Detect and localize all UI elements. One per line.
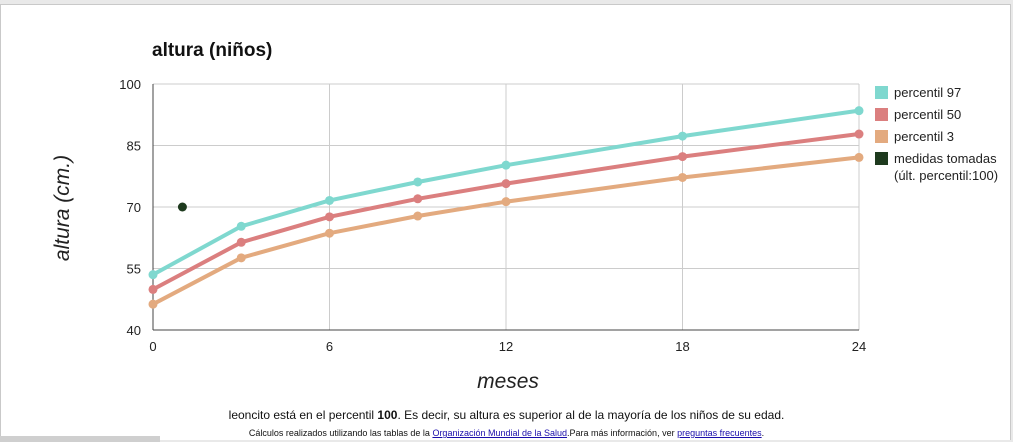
chart-title: altura (niños) [152, 40, 273, 61]
x-tick-label: 6 [326, 339, 333, 354]
source-note: Cálculos realizados utilizando las tabla… [0, 428, 1013, 438]
data-point [678, 152, 687, 162]
legend-label: percentil 50 [894, 107, 962, 122]
data-point [236, 253, 246, 263]
y-tick-label: 40 [127, 323, 141, 338]
data-point [413, 194, 423, 204]
data-point [678, 131, 687, 141]
data-point [501, 197, 511, 207]
data-point [148, 299, 158, 309]
data-point [678, 172, 687, 182]
y-tick-label: 85 [127, 139, 141, 154]
data-point [854, 106, 864, 116]
data-point [325, 228, 334, 238]
x-tick-label: 0 [149, 339, 156, 354]
faq-link[interactable]: preguntas frecuentes [677, 428, 762, 438]
percentile-value: 100 [377, 408, 398, 422]
legend-label: percentil 97 [894, 85, 962, 100]
legend-swatch [875, 152, 888, 165]
data-point [854, 152, 864, 162]
legend-swatch [875, 108, 888, 121]
y-tick-label: 100 [119, 77, 141, 92]
legend-label: medidas tomadas (últ. percentil:100) [894, 151, 999, 183]
y-tick-label: 70 [127, 200, 141, 215]
data-point [148, 270, 158, 280]
x-axis-label: meses [477, 370, 539, 393]
y-tick-label: 55 [127, 262, 141, 277]
legend-swatch [875, 86, 888, 99]
data-point [501, 160, 511, 170]
legend-item: percentil 97 [875, 84, 1005, 101]
data-point [236, 237, 246, 247]
legend-item: percentil 50 [875, 106, 1005, 123]
source-text-mid: .Para más información, ver [567, 428, 678, 438]
x-tick-label: 12 [499, 339, 513, 354]
data-point [501, 179, 511, 189]
percentile-summary: leoncito está en el percentil 100. Es de… [0, 408, 1013, 422]
data-point [325, 212, 334, 222]
data-point [236, 221, 246, 231]
legend-label: percentil 3 [894, 129, 954, 144]
data-point [413, 177, 423, 187]
measurement-point [177, 202, 187, 212]
who-link[interactable]: Organización Mundial de la Salud [432, 428, 568, 438]
panel-tab [0, 436, 160, 442]
chart-legend: percentil 97 percentil 50 percentil 3 medid… [875, 84, 1005, 189]
legend-item: percentil 3 [875, 128, 1005, 145]
summary-text-start: leoncito está en el percentil [228, 408, 378, 422]
x-tick-label: 24 [852, 339, 866, 354]
data-point [148, 284, 158, 294]
data-point [854, 129, 864, 139]
source-text-start: Cálculos realizados utilizando las tabla… [248, 428, 433, 438]
x-tick-label: 18 [675, 339, 689, 354]
legend-item: medidas tomadas (últ. percentil:100) [875, 150, 1005, 184]
data-point [325, 195, 334, 205]
legend-swatch [875, 130, 888, 143]
source-text-end: . [761, 428, 765, 438]
data-point [413, 211, 423, 221]
summary-text-end: . Es decir, su altura es superior al de … [397, 408, 785, 422]
